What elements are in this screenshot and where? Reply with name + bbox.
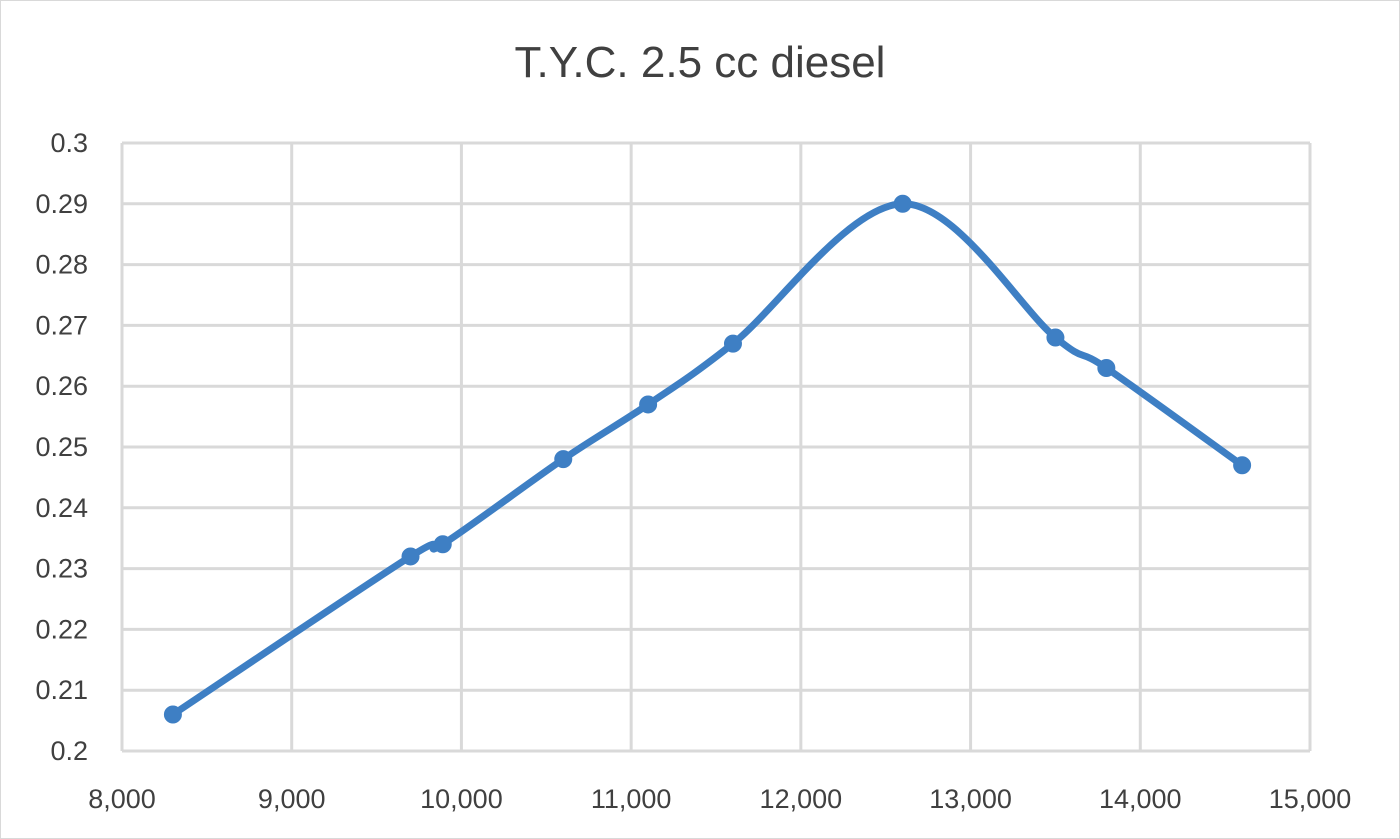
x-tick-label: 12,000 [760, 784, 843, 814]
data-point [1233, 456, 1252, 475]
data-point [723, 334, 742, 353]
y-tick-label: 0.3 [50, 128, 88, 158]
tick-labels: 0.2 0.21 0.22 0.23 0.24 0.25 0.26 0.27 0.28 0.29 0… [35, 128, 1351, 814]
y-tick-label: 0.29 [35, 189, 88, 219]
data-point [433, 535, 452, 554]
y-tick-label: 0.25 [35, 432, 88, 462]
y-tick-label: 0.28 [35, 250, 88, 280]
y-tick-label: 0.21 [35, 675, 88, 705]
data-point [163, 705, 182, 724]
data-point [639, 395, 658, 414]
x-tick-label: 8,000 [88, 784, 156, 814]
data-point [401, 547, 420, 566]
data-point [554, 450, 573, 469]
x-tick-label: 11,000 [591, 784, 672, 814]
data-point [1046, 328, 1065, 347]
axes [120, 143, 1310, 753]
y-tick-label: 0.2 [50, 736, 88, 766]
y-tick-label: 0.26 [35, 371, 88, 401]
series-line [169, 200, 1246, 719]
y-tick-label: 0.27 [35, 310, 88, 340]
x-tick-label: 13,000 [929, 784, 1012, 814]
y-tick-label: 0.24 [35, 493, 88, 523]
x-tick-label: 10,000 [420, 784, 503, 814]
x-tick-label: 9,000 [258, 784, 326, 814]
y-tick-label: 0.23 [35, 554, 88, 584]
data-point [1097, 358, 1116, 377]
x-tick-label: 15,000 [1269, 784, 1352, 814]
chart-title: T.Y.C. 2.5 cc diesel [514, 38, 886, 87]
y-tick-label: 0.22 [35, 614, 88, 644]
x-tick-label: 14,000 [1099, 784, 1182, 814]
data-point [893, 194, 912, 213]
series [163, 194, 1252, 724]
grid [122, 141, 1312, 751]
